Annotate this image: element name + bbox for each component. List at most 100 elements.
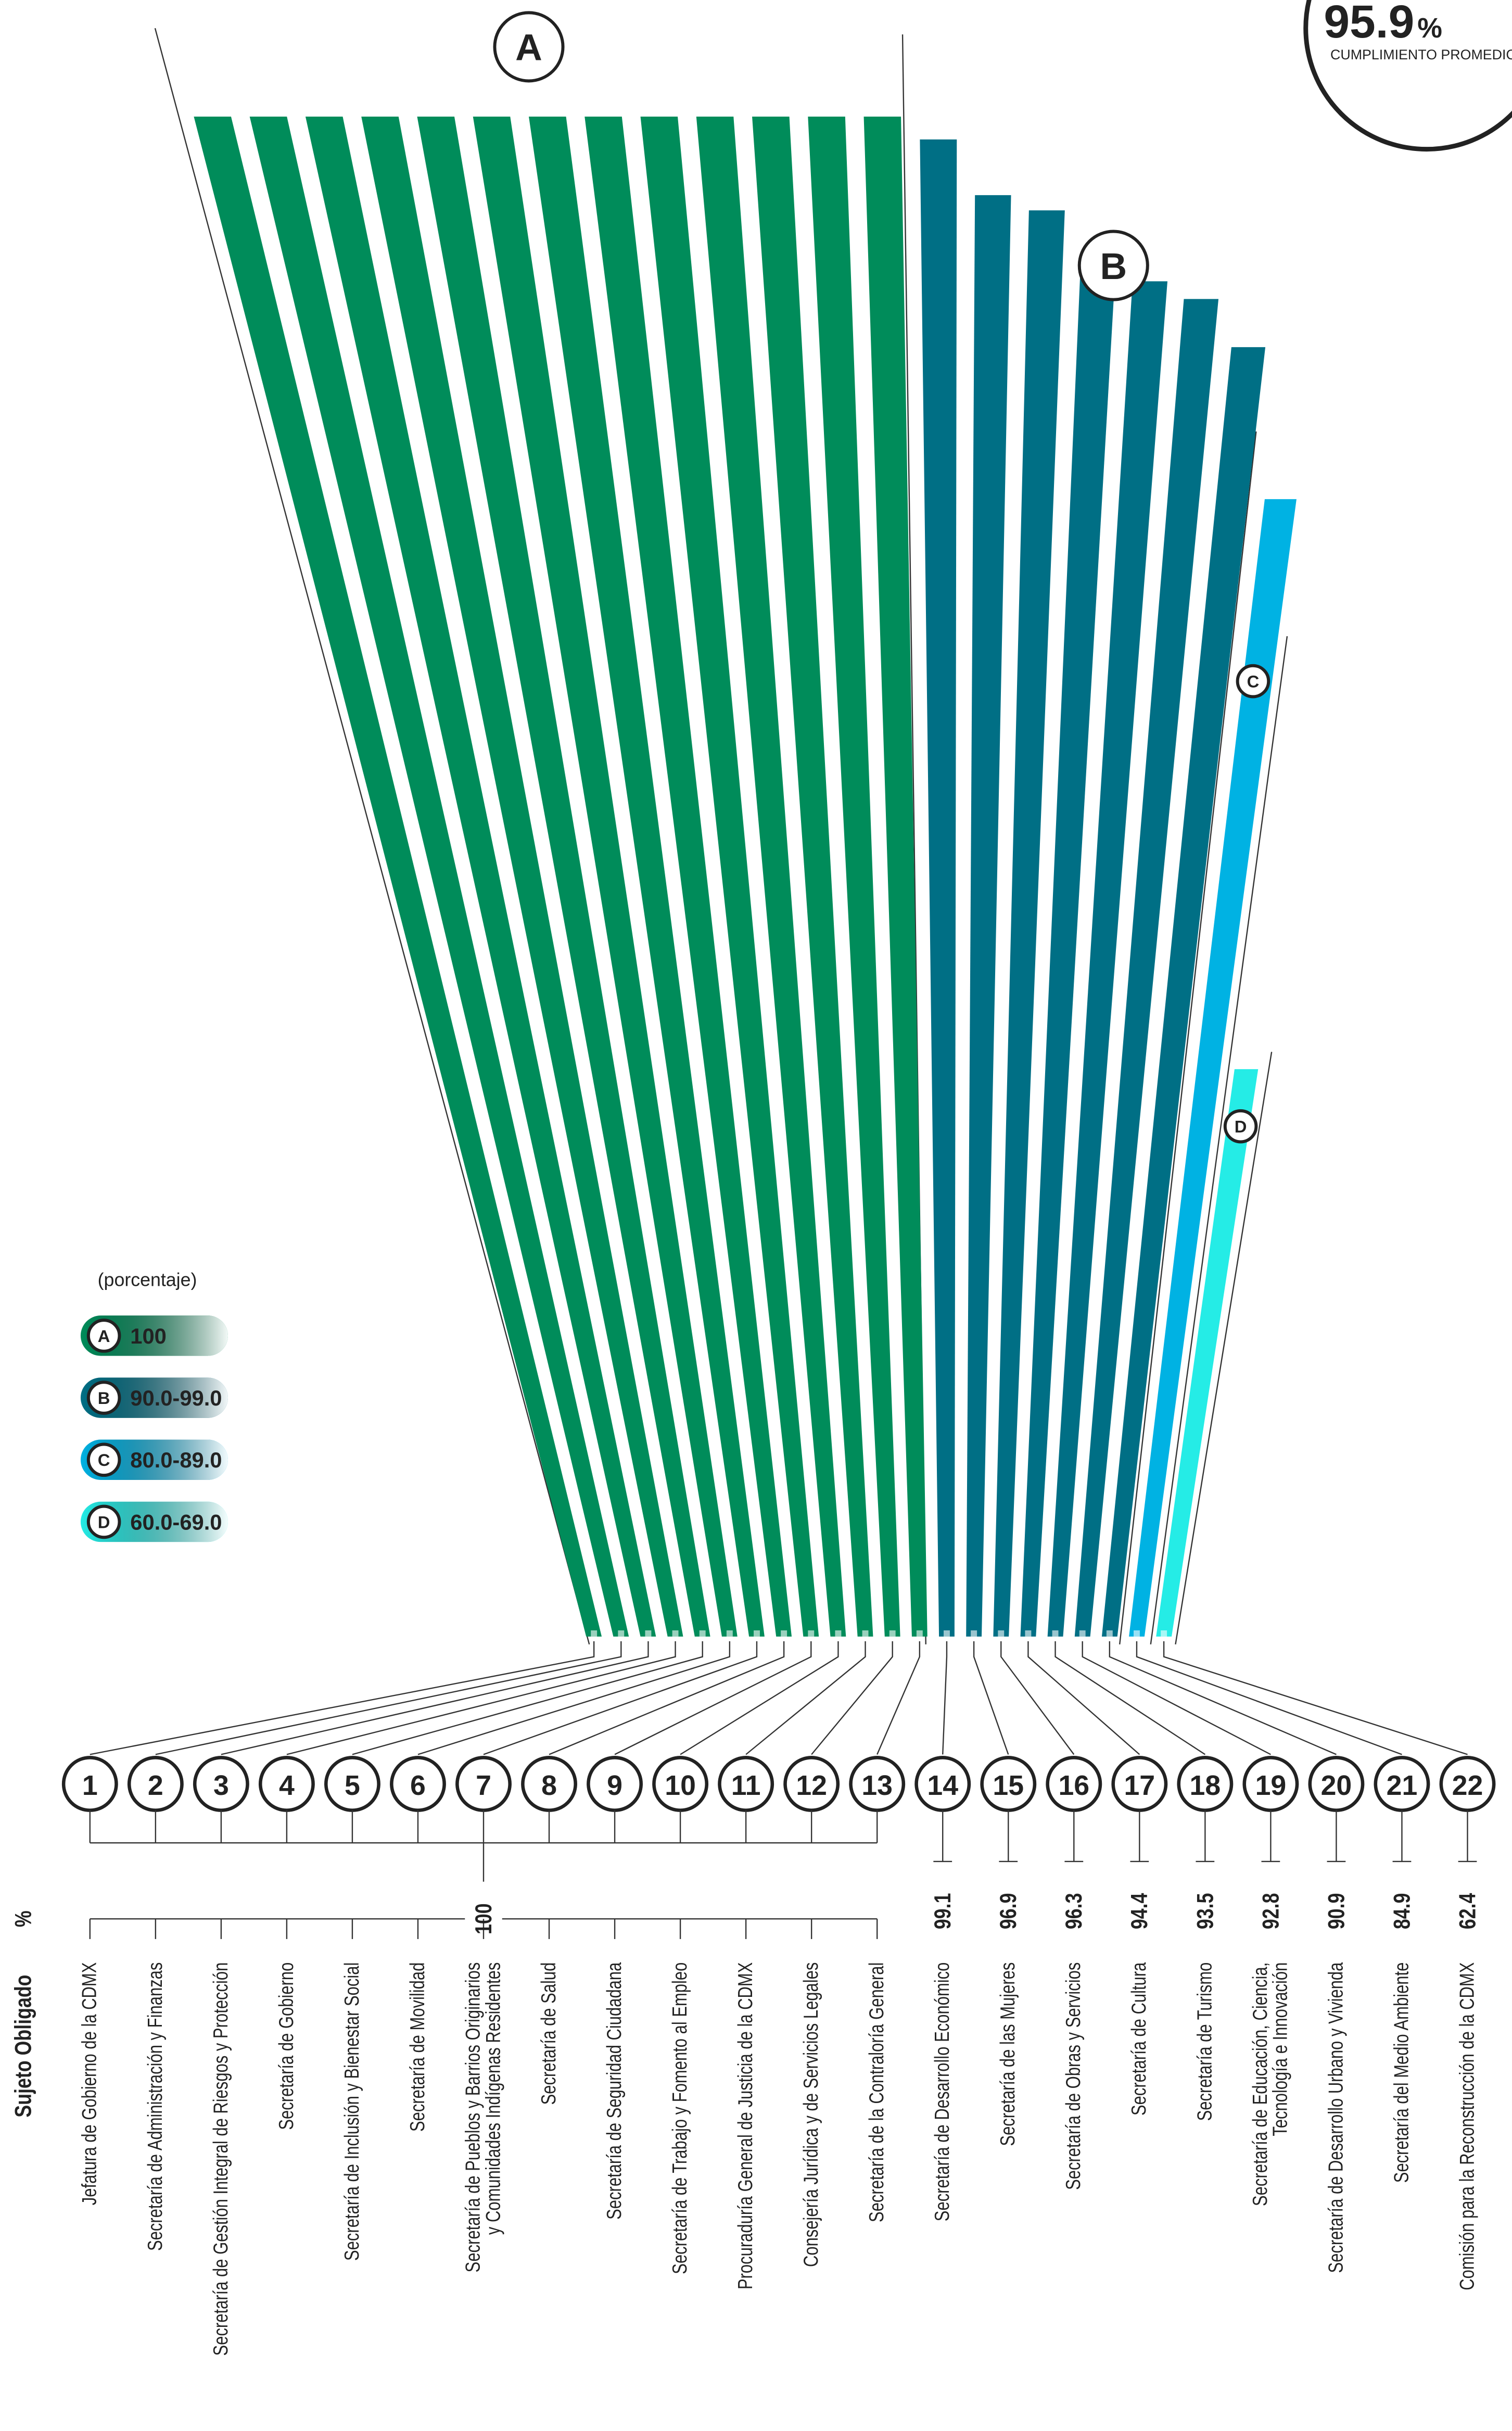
legend-marker	[86, 1381, 121, 1415]
category-label: Secretaría de Salud	[538, 1962, 560, 2105]
category-label: Secretaría de Cultura	[1128, 1962, 1150, 2116]
legend-marker	[86, 1504, 121, 1539]
category-label: Secretaría de Inclusión y Bienestar Soci…	[341, 1962, 363, 2261]
bar-foot	[754, 1630, 760, 1637]
bar	[808, 117, 900, 1637]
bar	[696, 117, 846, 1637]
category-label: Secretaría de las Mujeres	[997, 1962, 1019, 2146]
bar-foot	[998, 1630, 1005, 1637]
group-letter: C	[1247, 672, 1260, 691]
connector	[811, 1641, 893, 1755]
id-label: 13	[861, 1770, 893, 1801]
bar	[473, 117, 738, 1637]
connector	[286, 1641, 676, 1755]
id-label: 22	[1452, 1770, 1483, 1801]
bar	[1156, 1069, 1259, 1637]
category-label: Secretaría de Desarrollo Económico	[931, 1962, 954, 2222]
bar	[863, 117, 927, 1637]
id-label: 16	[1058, 1770, 1089, 1801]
category-label: Secretaría de Gobierno	[275, 1962, 298, 2130]
id-label: 6	[410, 1770, 426, 1801]
value-label: 62.4	[1454, 1893, 1481, 1929]
category-label: Comisión para la Reconstrucción de la CD…	[1456, 1962, 1478, 2290]
id-label: 8	[541, 1770, 557, 1801]
id-label: 5	[345, 1770, 360, 1801]
legend-marker	[86, 1442, 121, 1477]
bar-foot	[699, 1630, 706, 1637]
bar-foot	[862, 1630, 869, 1637]
connector	[876, 1641, 921, 1755]
bar-foot	[591, 1630, 598, 1637]
bar-foot	[1025, 1630, 1032, 1637]
connector	[221, 1641, 649, 1755]
category-label: Consejería Jurídica y de Servicios Legal…	[800, 1962, 822, 2267]
connector	[1082, 1641, 1271, 1755]
bar	[305, 117, 656, 1637]
category-label: Secretaría de Trabajo y Fomento al Emple…	[669, 1962, 691, 2274]
category-label: Secretaría de Movilidad	[406, 1962, 429, 2132]
connector	[680, 1641, 839, 1755]
bar-foot	[1052, 1630, 1059, 1637]
bar-foot	[808, 1630, 815, 1637]
bar	[752, 117, 873, 1637]
id-label: 19	[1255, 1770, 1287, 1801]
id-label: 1	[82, 1770, 98, 1801]
connector	[352, 1641, 703, 1755]
value-label: 96.3	[1060, 1893, 1087, 1930]
id-label: 10	[665, 1770, 696, 1801]
connector	[1163, 1641, 1468, 1755]
category-label: Secretaría de Gestión Integral de Riesgo…	[210, 1962, 232, 2356]
bar-foot	[1106, 1630, 1113, 1637]
connector	[549, 1641, 785, 1755]
connector	[1109, 1641, 1337, 1755]
guide-line	[1175, 1052, 1273, 1645]
id-label: 3	[213, 1770, 229, 1801]
group-marker	[1223, 1109, 1258, 1144]
connector	[155, 1641, 622, 1755]
bar-foot	[645, 1630, 652, 1637]
bar	[417, 117, 710, 1637]
connector	[1054, 1641, 1206, 1755]
category-label: Secretaría de Obras y Servicios	[1062, 1962, 1085, 2190]
id-label: 21	[1387, 1770, 1418, 1801]
bar-foot	[916, 1630, 923, 1637]
summary-circle	[1303, 0, 1512, 152]
bar-foot	[971, 1630, 977, 1637]
bar	[1047, 281, 1168, 1637]
category-label: Jefatura de Gobierno de la CDMX	[78, 1962, 100, 2206]
connector	[1136, 1641, 1402, 1755]
id-label: 17	[1124, 1770, 1155, 1801]
category-label: Secretaría de Educación, Ciencia,Tecnolo…	[1249, 1962, 1292, 2206]
group-letter: A	[515, 27, 542, 69]
group-letter: B	[1100, 246, 1127, 287]
category-label: Secretaría de Administración y Finanzas	[144, 1962, 167, 2251]
category-label: Secretaría de la Contraloría General	[866, 1962, 888, 2222]
bar	[1074, 299, 1219, 1637]
category-label: Secretaría de Turismo	[1193, 1962, 1216, 2121]
bar	[194, 117, 602, 1637]
bar	[1101, 347, 1266, 1637]
legend-letter: D	[98, 1512, 110, 1531]
id-label: 18	[1190, 1770, 1221, 1801]
summary-value: 95.9	[1324, 0, 1414, 47]
column-header: %	[10, 1910, 36, 1927]
column-header: Sujeto Obligado	[10, 1974, 36, 2117]
bar	[529, 117, 765, 1637]
group-marker	[493, 11, 565, 83]
legend-letter: A	[98, 1326, 110, 1346]
category-label: Secretaría de Desarrollo Urbano y Vivien…	[1325, 1962, 1347, 2273]
bar-foot	[1134, 1630, 1140, 1637]
bar	[966, 195, 1011, 1637]
bar	[920, 139, 957, 1637]
legend-marker	[86, 1319, 121, 1353]
bar	[361, 117, 683, 1637]
connector	[942, 1641, 948, 1755]
group-marker	[1236, 664, 1270, 699]
id-label: 15	[993, 1770, 1024, 1801]
bar	[585, 117, 792, 1637]
guide-line	[1119, 431, 1257, 1644]
value-label: 100	[470, 1903, 497, 1934]
bar	[993, 210, 1065, 1637]
value-label: 93.5	[1191, 1893, 1218, 1930]
